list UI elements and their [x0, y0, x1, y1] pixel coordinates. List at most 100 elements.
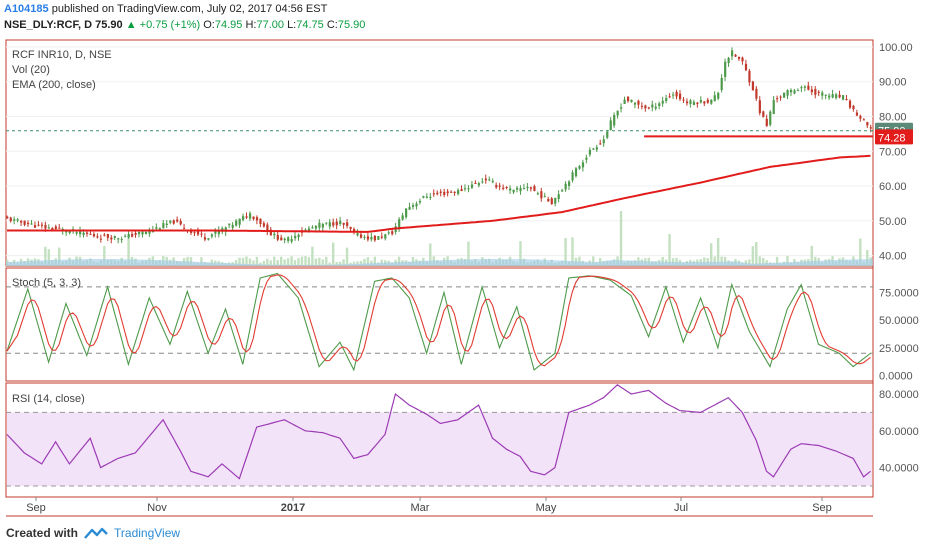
volume-bar: [297, 258, 300, 266]
price-tick-label: 50.00: [879, 216, 907, 228]
candle-body: [68, 230, 71, 234]
volume-bar: [127, 236, 130, 266]
candle-body: [620, 107, 623, 109]
candle-body: [176, 219, 179, 222]
candle-body: [588, 149, 592, 155]
candle-body: [103, 234, 106, 236]
candle-body: [515, 187, 519, 190]
candle-body: [214, 230, 217, 234]
candle-body: [491, 180, 494, 183]
volume-bar: [359, 260, 363, 266]
candle-body: [96, 236, 99, 238]
candle-body: [398, 219, 401, 230]
time-tick-label: May: [536, 502, 557, 514]
candle-body: [668, 96, 671, 98]
candle-body: [346, 222, 349, 226]
tradingview-brand[interactable]: TradingView: [114, 526, 181, 540]
volume-bar: [283, 259, 286, 266]
candle-body: [706, 99, 709, 103]
candle-body: [862, 119, 865, 121]
ema-indicator-label: EMA (200, close): [12, 79, 96, 91]
stoch-tick-label: 0.0000: [879, 370, 913, 382]
candle-body: [134, 233, 137, 235]
rsi-line: [6, 384, 871, 480]
volume-bar: [751, 246, 755, 266]
rsi-tick-label: 60.0000: [879, 426, 919, 438]
candle-body: [405, 208, 408, 218]
volume-bar: [786, 256, 789, 266]
candle-body: [561, 190, 564, 192]
candle-body: [179, 220, 182, 225]
candle-body: [564, 183, 567, 190]
candle-body: [498, 185, 501, 187]
candle-body: [533, 186, 536, 191]
candle-body: [363, 236, 366, 238]
candle-body: [557, 194, 560, 200]
candle-body: [228, 223, 231, 226]
ema-200-line: [7, 154, 871, 233]
volume-bar: [859, 238, 862, 266]
candle-body: [495, 184, 498, 188]
time-tick-label: Sep: [812, 502, 832, 514]
candle-body: [810, 89, 813, 93]
volume-bar: [661, 256, 664, 266]
candle-body: [457, 189, 460, 194]
stoch-k-line: [6, 272, 871, 372]
price-tick-label: 90.00: [879, 77, 907, 89]
stoch-tick-label: 50.0000: [879, 315, 919, 327]
rsi-pane-title: RSI (14, close): [12, 393, 85, 405]
candle-body: [450, 191, 453, 193]
candle-body: [592, 148, 595, 150]
candle-body: [47, 227, 51, 229]
candle-body: [852, 105, 855, 110]
volume-bar: [429, 243, 432, 266]
published-line: A104185 published on TradingView.com, Ju…: [4, 3, 327, 15]
ohlc-line: NSE_DLY:RCF, D 75.90 ▲ +0.75 (+1%) O:74.…: [4, 19, 365, 31]
candle-body: [803, 86, 807, 88]
candle-body: [20, 220, 23, 223]
volume-bar: [286, 258, 290, 266]
candle-body: [613, 114, 616, 126]
candle-body: [44, 224, 47, 229]
candle-body: [685, 101, 689, 104]
candle-body: [585, 157, 588, 160]
volume-bar: [304, 256, 307, 266]
candle-body: [131, 234, 134, 237]
volume-bar: [397, 256, 401, 266]
candle-body: [477, 183, 481, 186]
candle-body: [734, 54, 737, 57]
candle-body: [793, 90, 796, 94]
candle-body: [255, 217, 259, 221]
candle-body: [418, 200, 422, 203]
volume-bar: [342, 259, 345, 266]
candle-body: [110, 237, 113, 240]
candle-body: [75, 232, 78, 234]
candle-body: [474, 182, 477, 184]
volume-bar: [703, 257, 706, 266]
candles: [6, 47, 872, 244]
candle-body: [40, 224, 44, 226]
tradingview-logo-icon[interactable]: [84, 527, 108, 539]
candle-body: [304, 229, 307, 231]
candle-body: [259, 218, 262, 224]
candle-body: [231, 224, 234, 228]
price-tick-label: 40.00: [879, 251, 907, 263]
candle-body: [776, 98, 779, 100]
high-value: 77.00: [256, 19, 284, 31]
symbol-label: NSE_DLY:RCF, D: [4, 19, 93, 31]
candle-body: [689, 100, 692, 105]
candle-body: [193, 232, 196, 234]
candle-body: [356, 233, 359, 236]
candle-body: [359, 234, 363, 238]
candle-body: [366, 236, 370, 240]
volume-bar: [866, 250, 869, 266]
candle-body: [606, 131, 609, 138]
publisher-name[interactable]: A104185: [4, 3, 49, 15]
candle-body: [443, 191, 446, 195]
candle-body: [373, 235, 377, 241]
candle-body: [332, 222, 335, 226]
time-tick-label: 2017: [281, 502, 305, 514]
candle-body: [252, 216, 255, 220]
candle-body: [866, 122, 869, 126]
